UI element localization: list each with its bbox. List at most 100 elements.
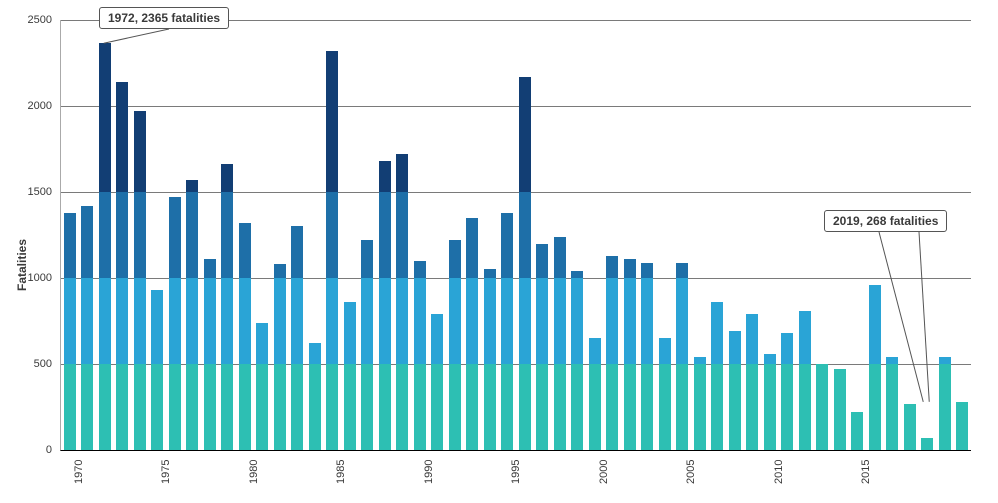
bar-segment bbox=[484, 278, 496, 364]
bar-segment bbox=[781, 364, 793, 450]
bar-segment bbox=[746, 364, 758, 450]
bar-segment bbox=[624, 364, 636, 450]
bar bbox=[464, 20, 482, 450]
bar-segment bbox=[274, 278, 286, 364]
bar-segment bbox=[641, 364, 653, 450]
bar-segment bbox=[81, 278, 93, 364]
bar-segment bbox=[449, 240, 461, 278]
bar-segment bbox=[99, 43, 111, 192]
bar bbox=[114, 20, 132, 450]
bar-segment bbox=[519, 364, 531, 450]
bar-segment bbox=[554, 278, 566, 364]
bar-segment bbox=[851, 412, 863, 450]
y-tick-label: 500 bbox=[20, 358, 52, 370]
bar bbox=[149, 20, 167, 450]
bar-segment bbox=[589, 338, 601, 364]
x-tick-label: 1990 bbox=[423, 460, 435, 484]
bar bbox=[621, 20, 639, 450]
bar-segment bbox=[799, 364, 811, 450]
bar-segment bbox=[239, 223, 251, 278]
bar-segment bbox=[116, 278, 128, 364]
bar-segment bbox=[571, 364, 583, 450]
bar bbox=[639, 20, 657, 450]
bar-segment bbox=[921, 438, 933, 450]
x-tick-label: 1980 bbox=[248, 460, 260, 484]
bar bbox=[166, 20, 184, 450]
bar-segment bbox=[274, 264, 286, 278]
bar-segment bbox=[554, 237, 566, 278]
bar-segment bbox=[834, 369, 846, 450]
bar-segment bbox=[536, 244, 548, 278]
bar-segment bbox=[116, 364, 128, 450]
bar-segment bbox=[99, 364, 111, 450]
bar-segment bbox=[764, 354, 776, 364]
bar-segment bbox=[186, 180, 198, 192]
bar-segment bbox=[816, 364, 828, 450]
bar bbox=[814, 20, 832, 450]
y-tick-label: 2500 bbox=[20, 14, 52, 26]
bar bbox=[359, 20, 377, 450]
x-tick-label: 1970 bbox=[73, 460, 85, 484]
bar-segment bbox=[676, 263, 688, 278]
bar-segment bbox=[694, 357, 706, 364]
bar-segment bbox=[239, 364, 251, 450]
bar-segment bbox=[134, 111, 146, 192]
bar-segment bbox=[221, 364, 233, 450]
bar bbox=[884, 20, 902, 450]
x-tick-label: 2000 bbox=[598, 460, 610, 484]
bar-segment bbox=[939, 357, 951, 364]
bar-segment bbox=[624, 259, 636, 278]
bar-segment bbox=[641, 278, 653, 364]
x-tick-label: 2015 bbox=[860, 460, 872, 484]
bar-segment bbox=[676, 278, 688, 364]
bar bbox=[656, 20, 674, 450]
bar bbox=[446, 20, 464, 450]
bar bbox=[324, 20, 342, 450]
x-tick-label: 1995 bbox=[510, 460, 522, 484]
bar bbox=[936, 20, 954, 450]
x-tick-label: 1985 bbox=[335, 460, 347, 484]
bar-segment bbox=[746, 314, 758, 364]
bar-segment bbox=[466, 218, 478, 278]
bar-segment bbox=[379, 192, 391, 278]
bar-segment bbox=[501, 278, 513, 364]
bar bbox=[306, 20, 324, 450]
bar-segment bbox=[221, 278, 233, 364]
bar bbox=[866, 20, 884, 450]
bar bbox=[219, 20, 237, 450]
annotation-peak: 1972, 2365 fatalities bbox=[99, 7, 229, 29]
bar-segment bbox=[326, 192, 338, 278]
bar-segment bbox=[396, 154, 408, 192]
bar bbox=[394, 20, 412, 450]
bar-segment bbox=[536, 278, 548, 364]
bar-segment bbox=[606, 278, 618, 364]
bar-segment bbox=[326, 278, 338, 364]
bar bbox=[831, 20, 849, 450]
bar-segment bbox=[519, 77, 531, 192]
bar-segment bbox=[939, 364, 951, 450]
bar-segment bbox=[396, 192, 408, 278]
bar bbox=[901, 20, 919, 450]
bar-segment bbox=[886, 364, 898, 450]
bar-segment bbox=[81, 206, 93, 278]
bar bbox=[954, 20, 972, 450]
bar-segment bbox=[484, 269, 496, 278]
fatalities-bar-chart: Fatalities 05001000150020002500197019751… bbox=[0, 0, 998, 503]
bar-segment bbox=[519, 192, 531, 278]
x-tick-label: 2005 bbox=[685, 460, 697, 484]
bar-segment bbox=[606, 364, 618, 450]
y-tick-label: 1500 bbox=[20, 186, 52, 198]
bar-segment bbox=[221, 192, 233, 278]
bar bbox=[376, 20, 394, 450]
bar-segment bbox=[379, 364, 391, 450]
bar-segment bbox=[151, 364, 163, 450]
bar-segment bbox=[571, 278, 583, 364]
bar bbox=[131, 20, 149, 450]
bar bbox=[551, 20, 569, 450]
x-tick-label: 2010 bbox=[773, 460, 785, 484]
bar-segment bbox=[204, 259, 216, 278]
bar-segment bbox=[466, 364, 478, 450]
bar bbox=[516, 20, 534, 450]
bar bbox=[481, 20, 499, 450]
bar-segment bbox=[869, 285, 881, 364]
